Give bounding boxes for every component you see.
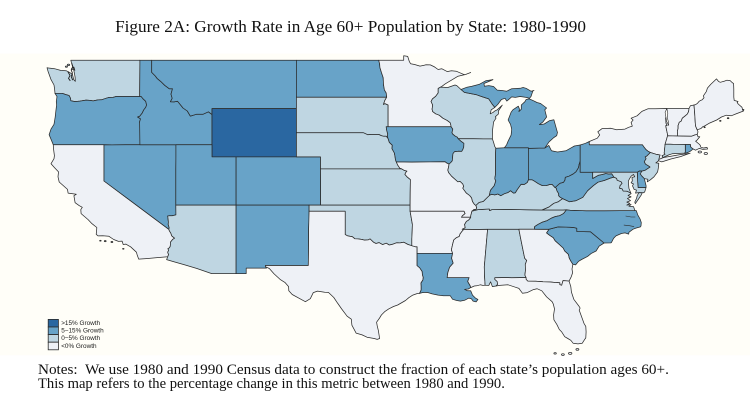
svg-text:>15% Growth: >15% Growth <box>61 320 100 327</box>
svg-text:5−15% Growth: 5−15% Growth <box>61 328 104 335</box>
svg-text:0−5% Growth: 0−5% Growth <box>61 335 100 342</box>
svg-text:<0% Growth: <0% Growth <box>61 343 97 350</box>
